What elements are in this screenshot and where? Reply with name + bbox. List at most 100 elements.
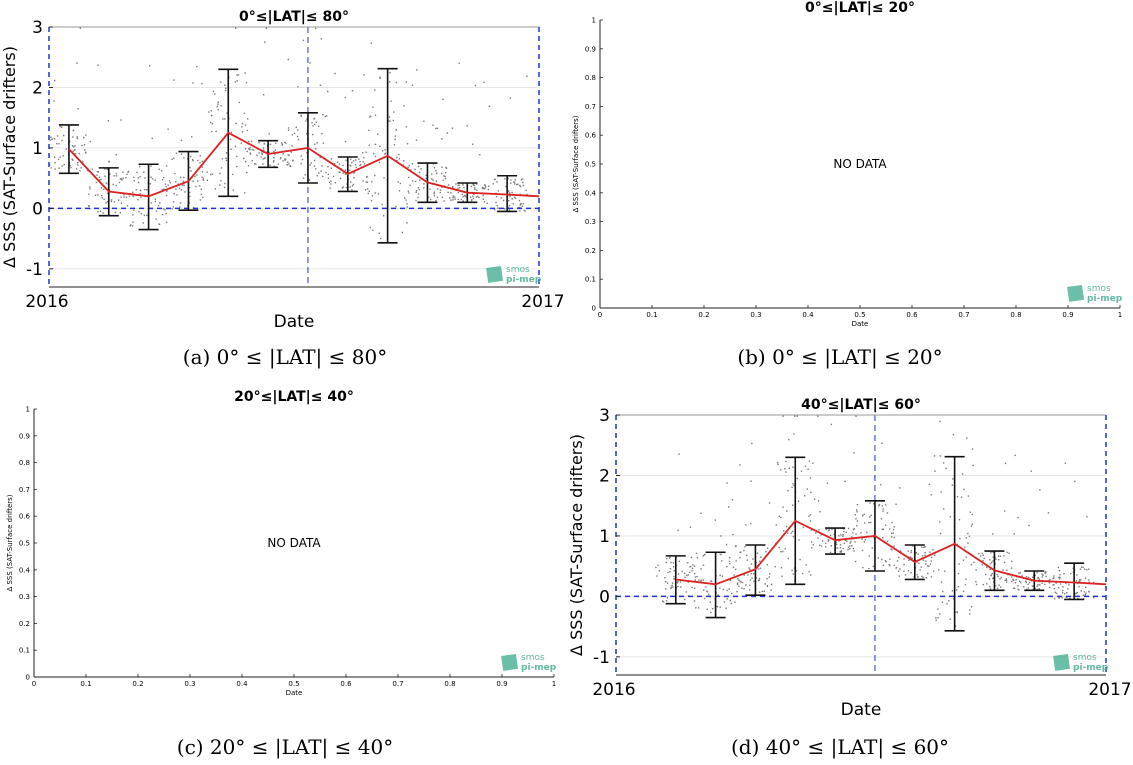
scatter-point <box>988 578 991 580</box>
scatter-point <box>1017 516 1019 519</box>
scatter-point <box>830 545 832 547</box>
scatter-point <box>669 567 672 570</box>
scatter-point <box>776 461 779 464</box>
scatter-point <box>886 540 889 543</box>
y-tick-label: 0.8 <box>585 74 596 82</box>
scatter-point <box>899 487 901 489</box>
scatter-point <box>473 193 475 196</box>
scatter-point <box>829 534 832 537</box>
scatter-point <box>1036 585 1038 587</box>
scatter-point <box>517 206 519 209</box>
scatter-point <box>380 237 382 240</box>
scatter-point <box>165 186 167 188</box>
scatter-point <box>830 423 833 426</box>
chart-title: 0°≤|LAT|≤ 20° <box>805 0 915 16</box>
scatter-point <box>73 149 76 151</box>
scatter-point <box>304 174 306 176</box>
scatter-point <box>301 158 304 161</box>
scatter-point <box>878 504 880 507</box>
scatter-point <box>746 554 748 556</box>
scatter-point <box>211 122 214 125</box>
scatter-point <box>396 156 398 159</box>
scatter-point <box>325 171 327 174</box>
scatter-point <box>306 118 308 120</box>
scatter-point <box>768 576 770 578</box>
y-tick-label: 0 <box>592 305 596 313</box>
scatter-point <box>862 566 864 569</box>
scatter-point <box>159 202 161 204</box>
scatter-point <box>739 464 741 466</box>
scatter-point <box>407 166 409 169</box>
scatter-point <box>285 142 287 144</box>
scatter-point <box>1018 589 1020 591</box>
scatter-point <box>189 166 191 169</box>
scatter-point <box>447 184 450 186</box>
scatter-point <box>282 153 284 155</box>
scatter-point <box>201 82 203 85</box>
scatter-point <box>749 579 752 581</box>
y-tick-label: 0.5 <box>19 540 30 548</box>
scatter-point <box>261 152 263 154</box>
scatter-point <box>690 556 693 559</box>
scatter-point <box>895 503 897 505</box>
scatter-point <box>804 465 807 467</box>
scatter-point <box>912 545 914 547</box>
scatter-point <box>791 569 793 572</box>
scatter-point <box>965 537 968 539</box>
scatter-point <box>1013 533 1015 535</box>
scatter-point <box>817 500 820 502</box>
scatter-point <box>986 583 988 585</box>
scatter-point <box>206 179 208 182</box>
scatter-point <box>997 559 1000 561</box>
scatter-point <box>507 177 509 179</box>
scatter-point <box>513 196 516 199</box>
scatter-point <box>447 191 449 194</box>
scatter-point <box>665 580 667 583</box>
scatter-point <box>771 583 773 586</box>
scatter-point <box>129 224 132 226</box>
scatter-point <box>310 162 312 164</box>
scatter-point <box>132 214 134 216</box>
scatter-point <box>443 200 445 202</box>
scatter-point <box>128 195 131 197</box>
scatter-point <box>939 613 941 615</box>
scatter-point <box>972 464 974 467</box>
scatter-point <box>844 539 847 541</box>
scatter-point <box>1070 572 1072 575</box>
scatter-point <box>59 125 61 128</box>
scatter-point <box>843 530 845 533</box>
scatter-point <box>903 570 905 572</box>
scatter-point <box>710 580 712 582</box>
scatter-point <box>330 180 332 182</box>
scatter-point <box>819 510 821 513</box>
scatter-point <box>154 179 156 181</box>
scatter-point <box>1057 566 1060 569</box>
scatter-point <box>940 581 943 583</box>
scatter-point <box>99 179 101 181</box>
scatter-point <box>1083 568 1086 570</box>
scatter-point <box>313 118 315 120</box>
scatter-point <box>59 156 61 158</box>
scatter-point <box>362 180 364 182</box>
scatter-point <box>502 199 505 202</box>
x-tick-label: 0.3 <box>184 680 195 688</box>
scatter-point <box>975 580 977 583</box>
scatter-point <box>287 127 290 129</box>
scatter-point <box>694 572 696 575</box>
scatter-point <box>133 176 135 179</box>
scatter-point <box>706 591 709 593</box>
scatter-point <box>206 171 208 173</box>
scatter-point <box>261 153 264 156</box>
scatter-point <box>366 188 369 190</box>
scatter-point <box>863 513 865 515</box>
scatter-point <box>728 588 730 590</box>
scatter-point <box>297 86 299 88</box>
scatter-point <box>457 191 460 194</box>
scatter-point <box>183 157 185 159</box>
scatter-point <box>868 522 870 524</box>
scatter-point <box>281 144 283 146</box>
scatter-point <box>1078 579 1081 581</box>
scatter-point <box>127 171 129 173</box>
scatter-point <box>56 135 59 137</box>
